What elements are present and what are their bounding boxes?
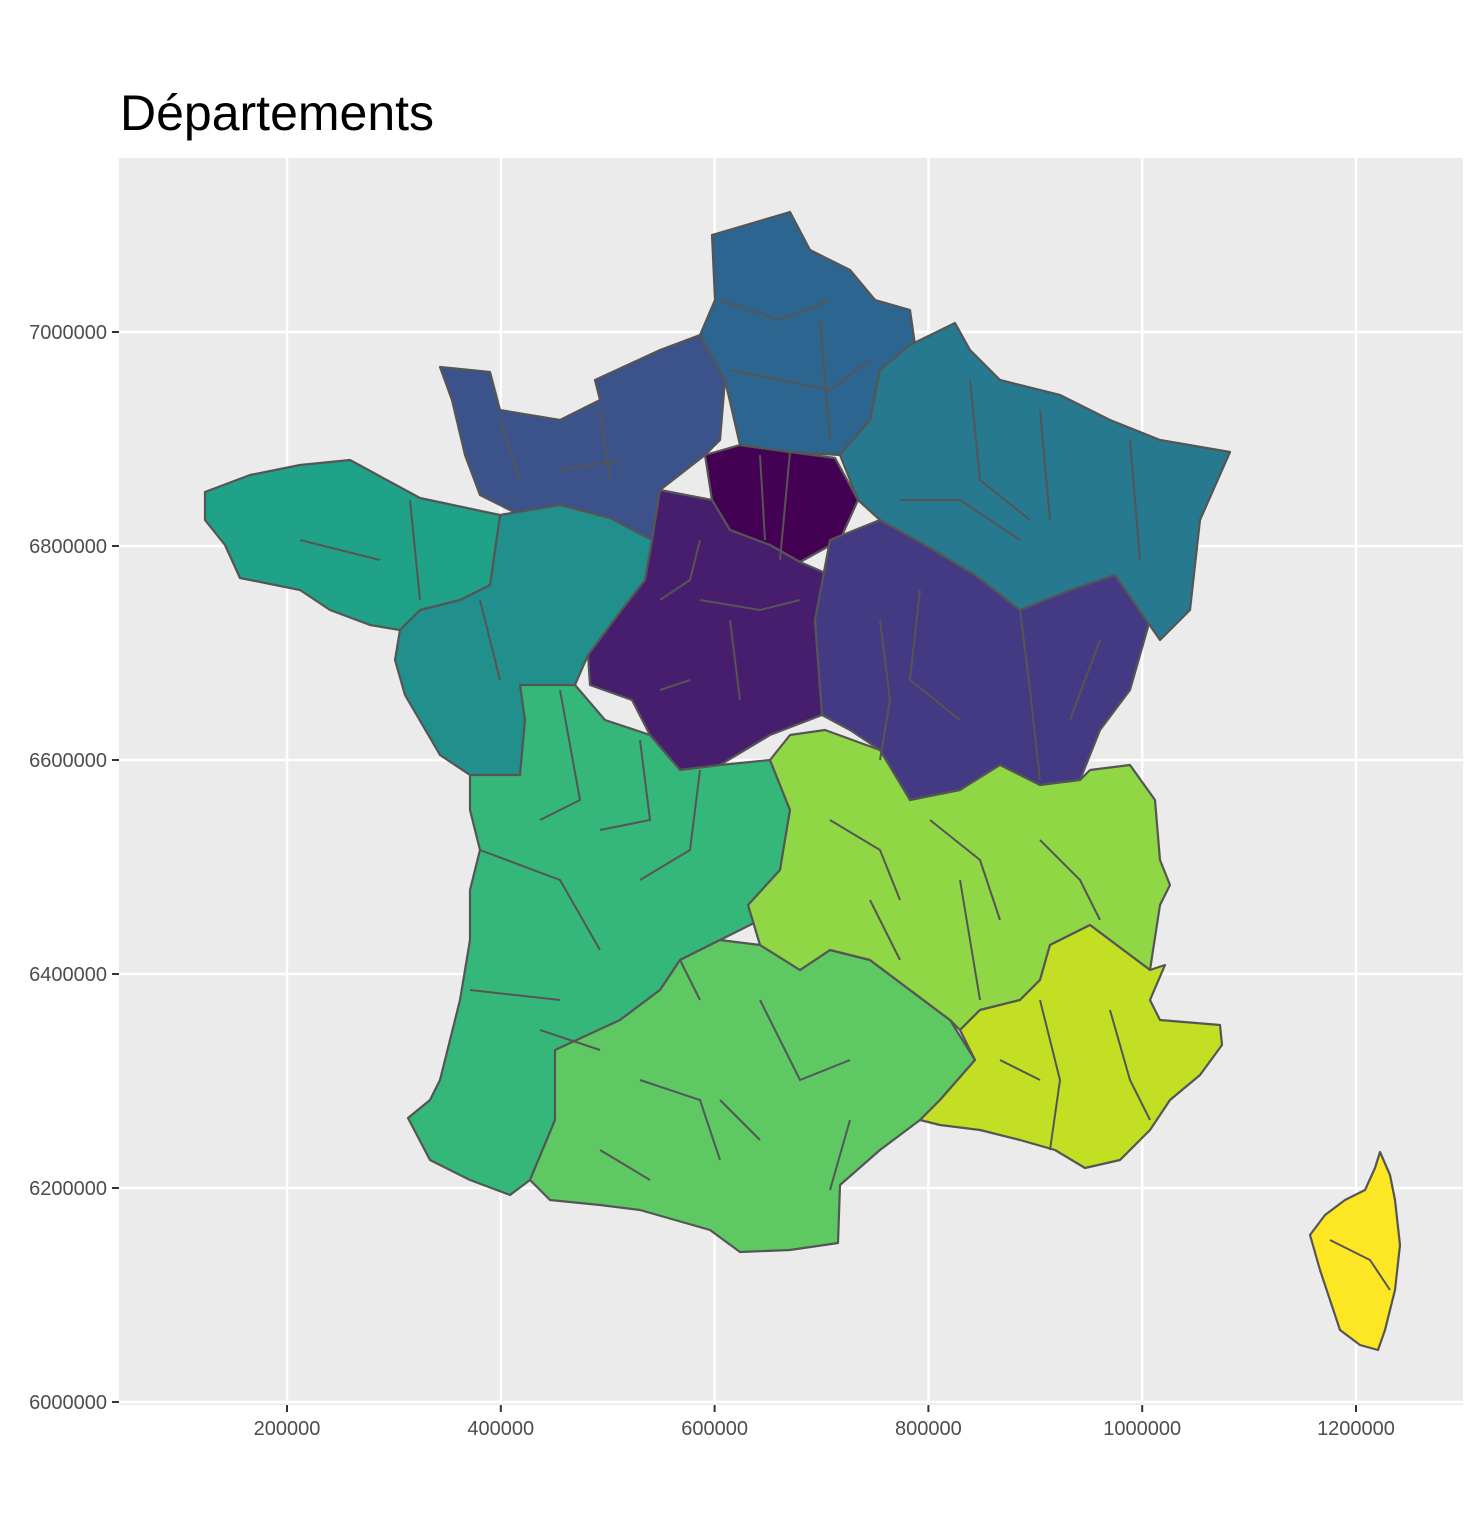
- department-border-3: [699, 599, 801, 612]
- y-tick-label-6400000: 6400000: [29, 964, 107, 986]
- department-border-27: [469, 989, 561, 1001]
- y-tick-label-7000000: 7000000: [29, 322, 107, 344]
- department-border-2: [659, 539, 701, 601]
- department-border-8: [1019, 609, 1041, 781]
- department-border-10: [499, 419, 521, 481]
- department-border-15: [819, 319, 831, 441]
- department-border-25: [639, 769, 701, 881]
- department-border-1: [779, 451, 791, 561]
- department-border-18: [1129, 439, 1141, 561]
- x-tick-label-600000: 600000: [681, 1418, 748, 1440]
- y-tick-label-6000000: 6000000: [29, 1392, 107, 1414]
- department-border-12: [559, 459, 621, 471]
- department-border-42: [999, 1059, 1041, 1081]
- department-border-0: [759, 454, 766, 541]
- department-border-17: [1039, 409, 1051, 521]
- department-border-24: [599, 739, 652, 831]
- department-border-37: [1039, 839, 1101, 921]
- department-border-30: [639, 1079, 721, 1161]
- department-border-40: [1039, 999, 1062, 1151]
- department-border-33: [719, 1099, 761, 1141]
- department-border-11: [599, 409, 611, 481]
- department-border-7: [908, 589, 961, 721]
- department-border-4: [729, 619, 741, 701]
- map-regions: [203, 210, 1402, 1352]
- department-border-32: [599, 1149, 651, 1181]
- department-border-39: [959, 879, 981, 1001]
- region-corse: [1308, 1150, 1402, 1352]
- region-grand-est: [838, 321, 1232, 642]
- x-tick-label-400000: 400000: [467, 1418, 534, 1440]
- chart-title: Départements: [120, 85, 435, 141]
- department-border-16: [969, 379, 1031, 521]
- department-border-38: [869, 899, 901, 961]
- department-border-29: [679, 959, 701, 1001]
- department-border-19: [900, 499, 1021, 541]
- department-border-22: [479, 599, 501, 681]
- department-border-34: [829, 1119, 851, 1191]
- x-tick-label-200000: 200000: [254, 1418, 321, 1440]
- y-tick-label-6200000: 6200000: [29, 1178, 107, 1200]
- department-border-43: [1329, 1239, 1391, 1291]
- axes: 200000 400000 600000 800000 1000000 1200000 60…: [29, 322, 1395, 1440]
- y-tick-label-6800000: 6800000: [29, 536, 107, 558]
- x-tick-label-1000000: 1000000: [1103, 1418, 1181, 1440]
- x-tick-label-800000: 800000: [895, 1418, 962, 1440]
- department-border-28: [539, 1029, 601, 1051]
- department-border-5: [659, 679, 691, 691]
- department-border-9: [1069, 639, 1101, 721]
- department-border-26: [479, 849, 601, 951]
- region-bretagne: [203, 458, 502, 632]
- department-border-36: [929, 819, 1001, 921]
- department-border-13: [719, 299, 831, 322]
- region-provence-alpes-cote-d-azur: [918, 923, 1224, 1170]
- department-border-20: [409, 499, 421, 601]
- region-normandie: [438, 333, 727, 542]
- department-border-6: [879, 619, 892, 761]
- department-border-21: [299, 539, 381, 561]
- department-border-23: [539, 689, 582, 821]
- department-border-35: [829, 819, 901, 901]
- department-border-41: [1109, 1009, 1151, 1121]
- y-tick-label-6600000: 6600000: [29, 750, 107, 772]
- x-tick-label-1200000: 1200000: [1317, 1418, 1395, 1440]
- department-border-14: [729, 359, 871, 392]
- department-border-31: [759, 999, 851, 1082]
